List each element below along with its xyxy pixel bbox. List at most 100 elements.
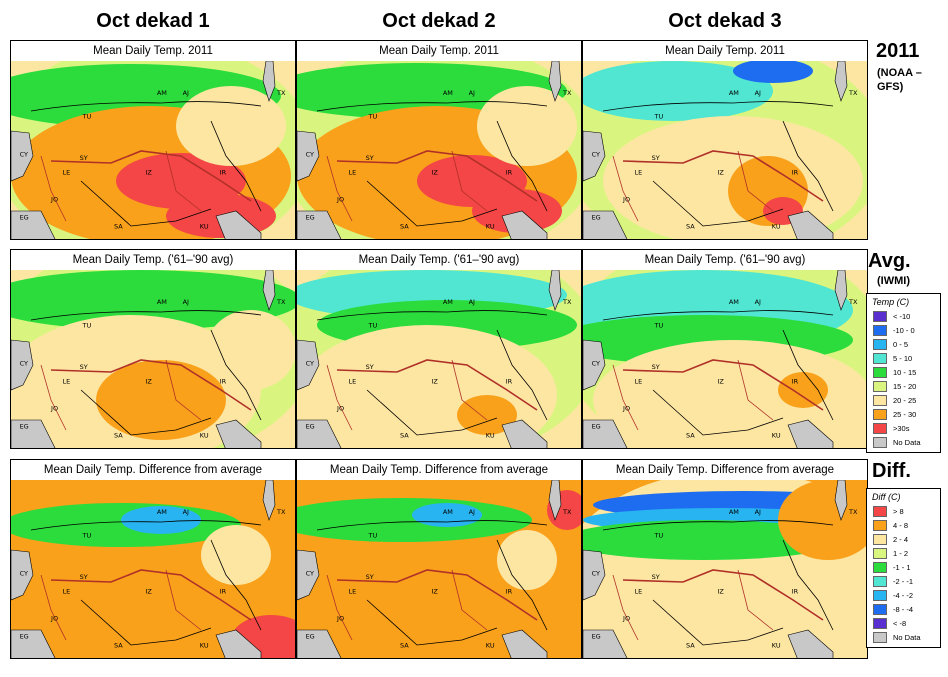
region-label: CY (592, 569, 600, 577)
region-label: SA (114, 222, 123, 230)
temperature-zone (206, 310, 295, 390)
sea-no-data (501, 210, 548, 239)
region-label: IR (220, 587, 227, 595)
map-panel-r3-c1: Mean Daily Temp. Difference from average… (10, 459, 296, 659)
region-label: AM (157, 89, 167, 97)
region-label: IZ (431, 168, 438, 176)
legend-label: No Data (893, 632, 921, 642)
region-label: IZ (717, 168, 724, 176)
legend-swatch (873, 310, 887, 322)
legend-swatch (873, 519, 887, 531)
sea-no-data (262, 480, 276, 521)
legend-entry: -10 - 0 (867, 323, 940, 337)
region-label: IR (220, 377, 227, 385)
country-border (366, 389, 498, 436)
region-label: KU (772, 431, 781, 439)
legend-label: 5 - 10 (893, 353, 913, 363)
country-border (496, 329, 548, 421)
map-panel-r1-c1: Mean Daily Temp. 2011 AM AJ TX TU CY SY LE IZ IR J… (10, 40, 296, 240)
region-label: KU (200, 641, 209, 649)
region-label: EG (592, 213, 601, 221)
region-label: TU (368, 322, 378, 330)
region-label: LE (634, 587, 642, 595)
region-label: CY (20, 569, 28, 577)
temperature-zone (472, 189, 562, 233)
sea-no-data (11, 629, 56, 658)
legend-swatch (873, 408, 887, 420)
region-label: CY (592, 359, 600, 367)
sea-no-data (548, 480, 562, 521)
temperature-legend: Temp (C) < -10 -10 - 0 0 - 5 5 - 10 10 - 15 1… (866, 293, 941, 453)
temperature-zone (96, 360, 226, 440)
legend-entry: No Data (867, 630, 940, 644)
region-label: TX (848, 508, 858, 516)
country-border (602, 310, 834, 321)
sea-no-data (583, 629, 628, 658)
map-image: AM AJ TX TU CY SY LE IZ IR JO EG SA KU (583, 270, 867, 448)
country-border (40, 364, 67, 431)
region-label: EG (20, 422, 29, 430)
map-image: AM AJ TX TU CY SY LE IZ IR JO EG SA KU (11, 61, 295, 239)
country-border (40, 155, 67, 222)
legend-label: 10 - 15 (893, 367, 917, 377)
region-label: IR (792, 587, 799, 595)
country-border (50, 569, 252, 621)
country-border (652, 180, 784, 227)
panel-title: Mean Daily Temp. 2011 (297, 41, 581, 62)
legend-label: No Data (893, 437, 921, 447)
region-label: JO (622, 195, 630, 203)
region-label: CY (306, 150, 314, 158)
sea-no-data (297, 629, 342, 658)
legend-swatch (873, 436, 887, 448)
region-label: IZ (431, 587, 438, 595)
country-border (316, 520, 548, 531)
country-border (50, 150, 252, 202)
country-border (612, 155, 639, 222)
legend-entry: -1 - 1 (867, 560, 940, 574)
region-label: EG (306, 213, 315, 221)
sea-no-data (215, 419, 262, 448)
column-header-dekad-2: Oct dekad 2 (382, 10, 496, 32)
legend-entry: -4 - -2 (867, 588, 940, 602)
column-header-dekad-3: Oct dekad 3 (668, 10, 782, 32)
temperature-zone (583, 61, 773, 121)
sea-no-data (297, 419, 342, 448)
sea-no-data (834, 270, 848, 311)
column-header-dekad-1: Oct dekad 1 (96, 10, 210, 32)
region-label: IR (506, 587, 513, 595)
legend-label: 15 - 20 (893, 381, 917, 391)
row-heading-avg: Avg. (868, 250, 911, 272)
temperature-zone (733, 61, 813, 83)
map-image: AM AJ TX TU CY SY LE IZ IR JO EG SA KU (297, 61, 581, 239)
region-label: TX (276, 298, 286, 306)
region-label: TX (276, 89, 286, 97)
region-label: IZ (717, 587, 724, 595)
sea-no-data (583, 549, 606, 601)
sea-no-data (297, 339, 320, 391)
sea-no-data (297, 549, 320, 601)
country-border (165, 569, 202, 631)
region-label: IR (506, 168, 513, 176)
row-heading-2011: 2011 (876, 40, 920, 62)
panel-title: Mean Daily Temp. ('61–'90 avg) (297, 250, 581, 271)
sea-no-data (215, 210, 262, 239)
region-label: AM (157, 508, 167, 516)
region-label: LE (62, 587, 70, 595)
row-subheading-noaa-gfs: (NOAA –GFS) (877, 67, 922, 93)
legend-label: -2 - -1 (893, 576, 914, 586)
legend-swatch (873, 575, 887, 587)
region-label: LE (62, 168, 70, 176)
legend-swatch (873, 505, 887, 517)
sea-no-data (501, 629, 548, 658)
region-label: TX (562, 89, 572, 97)
map-image: AM AJ TX TU CY SY LE IZ IR JO EG SA KU (297, 480, 581, 658)
region-label: SY (366, 154, 374, 162)
legend-entry: < -8 (867, 616, 940, 630)
region-label: SY (80, 154, 88, 162)
region-label: JO (50, 195, 58, 203)
map-panel-r1-c3: Mean Daily Temp. 2011 AM AJ TX TU CY SY LE IZ IR J… (582, 40, 868, 240)
region-label: SY (80, 573, 88, 581)
temperature-zone (121, 506, 201, 534)
region-label: EG (306, 422, 315, 430)
sea-no-data (11, 339, 34, 391)
